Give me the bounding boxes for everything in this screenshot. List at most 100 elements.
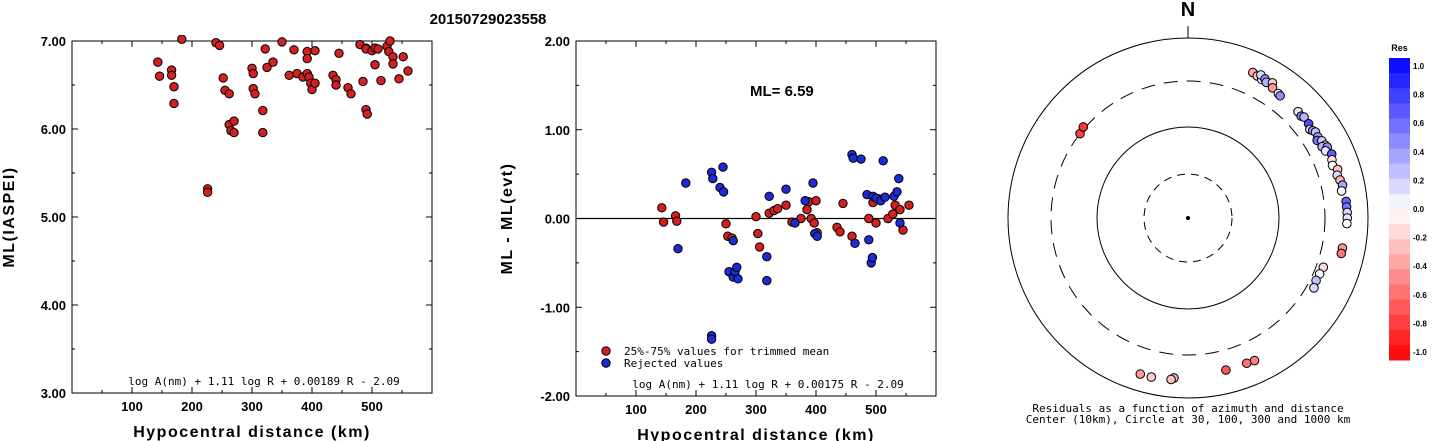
data-point: [751, 212, 761, 222]
data-point: [732, 262, 742, 273]
data-point: [362, 109, 372, 119]
colorbar-tick-label: -0.4: [1413, 262, 1427, 271]
x-tick-label: 100: [121, 399, 143, 414]
colorbar-tick-label: 1.0: [1413, 62, 1425, 71]
data-point: [657, 203, 667, 213]
x-tick-label: 500: [361, 399, 383, 414]
data-point: [376, 75, 386, 86]
polar-caption-line2: Center (10km), Circle at 30, 100, 300 an…: [1026, 413, 1351, 426]
ml-vs-distance-panel: 100 200 300 400 500 3.00 4.00 5.00 6.00 7.00 Hypoc…: [1, 34, 433, 441]
data-point: [177, 35, 187, 44]
data-point: [154, 71, 165, 81]
data-point: [388, 59, 398, 69]
data-point: [808, 178, 818, 188]
data-point: [289, 45, 299, 55]
data-point: [346, 89, 356, 99]
data-point: [762, 251, 772, 262]
data-point: [358, 76, 368, 87]
data-point: [262, 62, 272, 73]
data-point: [373, 44, 383, 54]
data-point: [721, 219, 731, 229]
data-point: [888, 209, 898, 219]
distance-ring: [1143, 173, 1233, 263]
colorbar-segment: [1389, 178, 1410, 195]
colorbar-segment: [1389, 224, 1410, 240]
data-point: [809, 218, 819, 228]
legend-marker: [601, 358, 611, 368]
data-point: [800, 196, 810, 206]
data-point: [672, 216, 682, 226]
x-tick-label: 200: [181, 399, 203, 414]
data-point: [880, 192, 890, 202]
data-point: [754, 242, 765, 252]
data-point: [802, 204, 812, 215]
colorbar-tick-label: -0.8: [1413, 319, 1427, 328]
data-point: [258, 105, 268, 116]
data-point: [878, 156, 888, 166]
data-point: [214, 40, 225, 51]
legend-label: Rejected values: [624, 357, 723, 370]
colorbar-segment: [1389, 329, 1410, 346]
points-group: [153, 35, 413, 198]
x-axis-label: Hypocentral distance (km): [133, 424, 371, 441]
data-point: [718, 187, 729, 197]
data-point: [268, 57, 278, 67]
y-axis-label: ML(IASPEI): [1, 166, 18, 267]
colorbar-segment: [1389, 58, 1410, 74]
data-point: [331, 80, 341, 90]
colorbar-segment: [1389, 299, 1410, 316]
y-tick-label: 1.00: [545, 123, 570, 138]
x-axis-label: Hypocentral distance (km): [637, 427, 875, 441]
colorbar-title: Res: [1391, 43, 1408, 53]
ml-annotation: ML= 6.59: [750, 83, 814, 100]
station-residual-point: [1078, 122, 1089, 132]
data-point: [871, 218, 881, 228]
x-tick-label: 100: [625, 402, 647, 417]
residual-vs-distance-panel: 100 200 300 400 500 -2.00 -1.00 0.00 1.00 2.00 Hyp…: [499, 34, 937, 441]
colorbar-segment: [1389, 133, 1410, 150]
y-tick-label: 0.00: [545, 212, 570, 227]
colorbar-segment: [1389, 314, 1410, 331]
station-residual-point: [1241, 358, 1252, 369]
colorbar-segment: [1389, 103, 1410, 119]
colorbar-segment: [1389, 118, 1410, 134]
data-point: [403, 66, 413, 76]
station-residual-point: [1309, 283, 1319, 293]
epicenter-dot: [1186, 216, 1190, 220]
data-point: [733, 274, 743, 284]
data-point: [762, 275, 772, 286]
data-point: [894, 173, 904, 184]
data-point: [764, 191, 774, 202]
colorbar-segment: [1389, 163, 1410, 180]
data-point: [202, 187, 213, 198]
data-point: [658, 217, 669, 227]
data-point: [856, 154, 866, 164]
station-residual-point: [1336, 186, 1347, 196]
x-tick-label: 400: [301, 399, 323, 414]
y-axis-label: ML - ML(evt): [499, 163, 516, 275]
station-residual-point: [1221, 365, 1231, 375]
station-residual-point: [1249, 355, 1260, 366]
y-tick-label: -2.00: [540, 389, 570, 404]
x-tick-label: 300: [241, 399, 263, 414]
legend-label: 25%-75% values for trimmed mean: [624, 345, 829, 358]
station-residual-point: [1336, 248, 1347, 259]
colorbar-segment: [1389, 209, 1410, 225]
data-point: [169, 82, 179, 92]
data-point: [370, 60, 380, 70]
data-point: [708, 173, 718, 184]
station-residual-point: [1267, 83, 1278, 93]
data-point: [394, 74, 404, 84]
data-point: [224, 89, 234, 99]
y-tick-label: 6.00: [41, 122, 66, 137]
x-tick-label: 400: [805, 402, 827, 417]
data-point: [229, 127, 239, 138]
data-point: [250, 89, 260, 99]
data-point: [790, 218, 800, 228]
colorbar-segment: [1389, 193, 1410, 210]
y-tick-label: -1.00: [540, 300, 570, 315]
data-point: [284, 70, 294, 81]
colorbar-tick-label: -1.0: [1413, 348, 1427, 357]
colorbar-segment: [1389, 88, 1410, 104]
data-point: [334, 48, 344, 59]
